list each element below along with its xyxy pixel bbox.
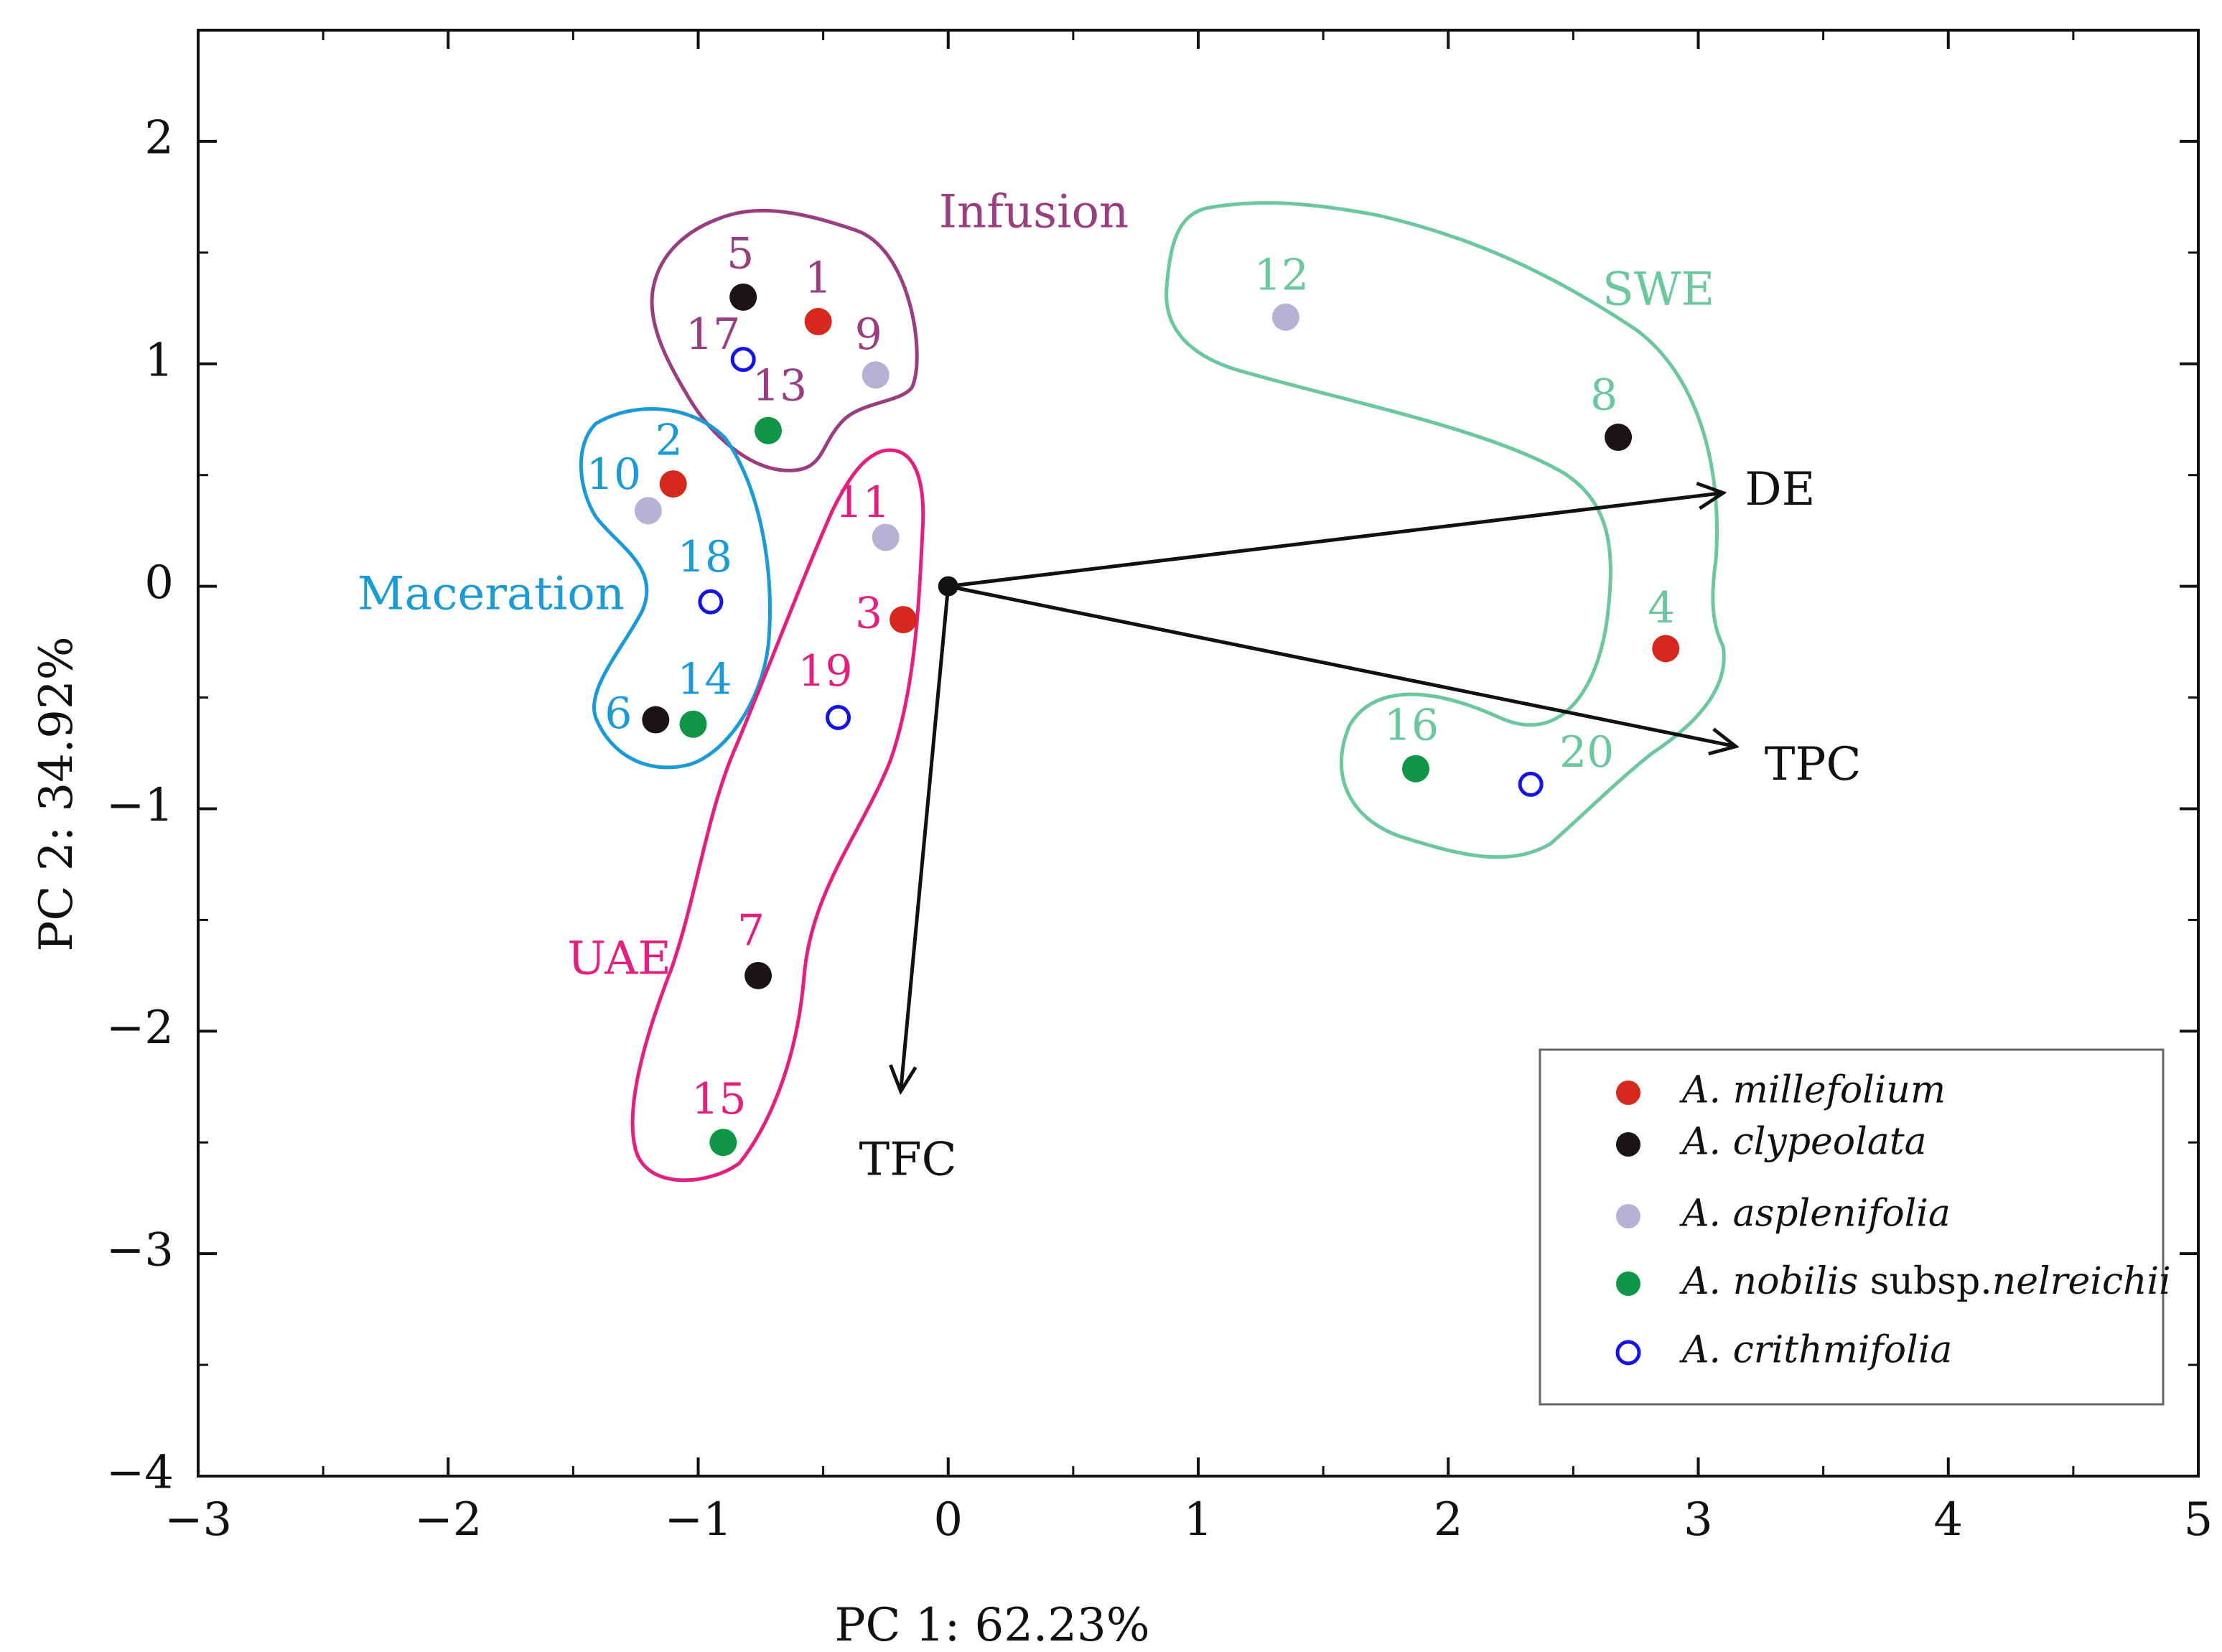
point-label-8: 8 xyxy=(1590,370,1618,421)
point-label-3: 3 xyxy=(855,589,882,639)
point-label-9: 9 xyxy=(855,309,882,360)
point-7 xyxy=(744,961,772,989)
point-label-7: 7 xyxy=(737,905,765,956)
point-label-15: 15 xyxy=(691,1074,746,1124)
loading-vectors: DE TPC TFC Infusion Maceration UAE SWE xyxy=(358,186,1862,1187)
group-label-uae: UAE xyxy=(567,933,671,986)
y-tick-label: 0 xyxy=(144,556,174,610)
point-19 xyxy=(826,704,851,730)
origin-dot xyxy=(938,576,958,597)
y-tick-label: −3 xyxy=(106,1224,174,1277)
x-tick-label: −3 xyxy=(164,1493,232,1546)
x-tick-label: 4 xyxy=(1933,1493,1963,1546)
point-17 xyxy=(730,347,756,373)
point-label-14: 14 xyxy=(677,654,732,704)
point-label-11: 11 xyxy=(836,477,890,528)
point-label-4: 4 xyxy=(1648,583,1675,633)
point-6 xyxy=(642,706,670,734)
legend-label-nobilis-part1: A. nobilis xyxy=(1679,1260,1858,1303)
point-label-12: 12 xyxy=(1254,250,1309,300)
x-tick-label: −2 xyxy=(414,1493,482,1546)
loading-arrow-de xyxy=(948,493,1724,589)
legend: A. millefolium A. clypeolata A. asplenif… xyxy=(1539,1048,2171,1406)
point-8 xyxy=(1605,424,1633,452)
legend-marker-clypeolata xyxy=(1616,1132,1640,1157)
legend-label-nobilis: A. nobilis subsp.nelreichii xyxy=(1679,1260,2171,1303)
point-1 xyxy=(804,307,832,335)
point-label-5: 5 xyxy=(727,228,754,279)
swe-outline xyxy=(1164,201,1726,859)
legend-marker-crithmifolia xyxy=(1615,1340,1641,1366)
y-tick-label: −1 xyxy=(106,779,174,832)
x-axis-title: PC 1: 62.23% xyxy=(834,1599,1149,1648)
point-15 xyxy=(709,1129,737,1157)
point-11 xyxy=(872,523,900,551)
legend-label-clypeolata: A. clypeolata xyxy=(1679,1121,1927,1164)
point-2 xyxy=(659,470,687,498)
loading-arrow-tfc xyxy=(901,586,951,1091)
point-9 xyxy=(862,361,890,389)
x-tick-label: 0 xyxy=(933,1493,963,1546)
y-tick-label: 2 xyxy=(144,111,174,164)
point-label-13: 13 xyxy=(752,360,807,411)
legend-marker-millefolium xyxy=(1616,1081,1640,1105)
group-label-infusion: Infusion xyxy=(939,186,1129,239)
y-tick-label: 1 xyxy=(144,334,174,387)
y-tick-label: −4 xyxy=(106,1447,174,1500)
loading-arrow-tpc xyxy=(948,584,1736,747)
point-14 xyxy=(679,710,707,738)
point-3 xyxy=(890,606,918,634)
point-label-19: 19 xyxy=(798,646,852,696)
x-tick-label: 3 xyxy=(1684,1493,1713,1546)
x-tick-label: 2 xyxy=(1434,1493,1463,1546)
group-outlines xyxy=(579,201,1726,1182)
point-label-1: 1 xyxy=(805,253,832,303)
point-12 xyxy=(1271,303,1299,331)
loading-label-tfc: TFC xyxy=(859,1133,957,1186)
x-tick-label: 1 xyxy=(1184,1493,1213,1546)
legend-label-nobilis-part2: subsp. xyxy=(1858,1260,1992,1303)
legend-box xyxy=(1539,1048,2165,1406)
legend-label-crithmifolia: A. crithmifolia xyxy=(1679,1329,1952,1372)
legend-marker-nobilis xyxy=(1616,1271,1640,1296)
point-16 xyxy=(1401,755,1429,783)
point-label-18: 18 xyxy=(678,532,732,582)
x-tick-label: 5 xyxy=(2184,1493,2213,1546)
point-label-16: 16 xyxy=(1384,700,1439,750)
point-10 xyxy=(634,497,662,525)
legend-label-nobilis-part3: nelreichii xyxy=(1992,1260,2171,1303)
point-13 xyxy=(755,416,783,444)
x-tick-label: −1 xyxy=(664,1493,732,1546)
point-5 xyxy=(729,283,757,311)
point-label-17: 17 xyxy=(686,309,740,360)
legend-label-millefolium: A. millefolium xyxy=(1679,1069,1946,1112)
loading-label-de: DE xyxy=(1745,463,1815,516)
point-label-6: 6 xyxy=(604,689,632,739)
group-label-swe: SWE xyxy=(1602,263,1714,317)
y-tick-label: −2 xyxy=(106,1002,174,1055)
maceration-outline xyxy=(579,407,772,770)
point-label-2: 2 xyxy=(655,416,683,466)
y-axis-title: PC 2: 34.92% xyxy=(30,636,83,951)
point-label-10: 10 xyxy=(587,449,641,500)
group-label-maceration: Maceration xyxy=(358,568,625,621)
point-20 xyxy=(1518,771,1544,797)
legend-marker-asplenifolia xyxy=(1616,1204,1640,1228)
point-18 xyxy=(698,589,724,615)
infusion-outline xyxy=(650,208,919,472)
loading-label-tpc: TPC xyxy=(1765,738,1862,791)
point-label-20: 20 xyxy=(1559,727,1614,778)
legend-label-asplenifolia: A. asplenifolia xyxy=(1679,1193,1951,1236)
uae-outline xyxy=(630,448,925,1182)
point-4 xyxy=(1652,635,1680,663)
